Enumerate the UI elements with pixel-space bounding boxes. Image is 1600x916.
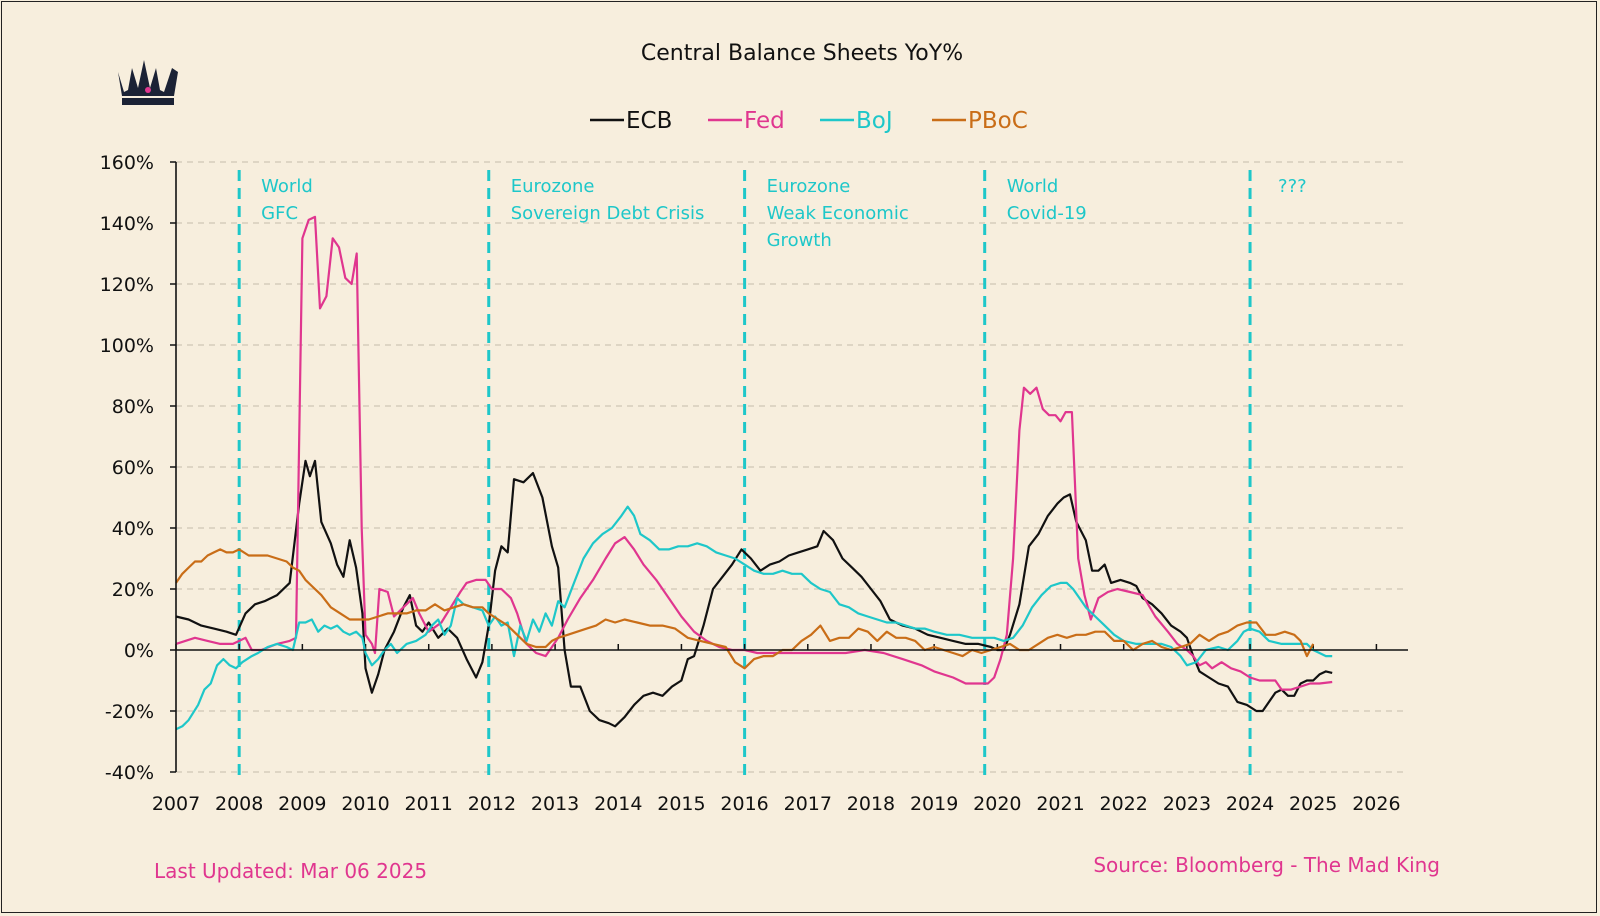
x-tick-label: 2019 — [910, 793, 958, 815]
legend: ECB Fed BoJ PBoC — [590, 108, 1028, 134]
event-marker-label: Sovereign Debt Crisis — [511, 203, 705, 224]
grid-lines — [176, 161, 1408, 773]
y-tick-label: 80% — [112, 396, 154, 418]
legend-label: PBoC — [968, 108, 1028, 134]
event-marker-label: Weak Economic — [767, 203, 909, 224]
chart-title: Central Balance Sheets YoY% — [641, 41, 963, 66]
y-tick-label: 120% — [100, 274, 154, 296]
x-tick-label: 2023 — [1163, 793, 1211, 815]
event-marker-label: Eurozone — [767, 176, 851, 197]
x-tick-label: 2012 — [468, 793, 516, 815]
event-marker-label: Growth — [767, 230, 832, 251]
legend-label: Fed — [744, 108, 785, 134]
event-marker-label: ??? — [1278, 176, 1307, 197]
y-tick-label: -20% — [105, 701, 154, 723]
x-tick-label: 2021 — [1036, 793, 1084, 815]
series-lines — [175, 215, 1333, 731]
y-tick-label: 20% — [112, 579, 154, 601]
event-marker-label: Eurozone — [511, 176, 595, 197]
source-label: Source: Bloomberg - The Mad King — [1093, 853, 1440, 877]
legend-label: ECB — [626, 108, 672, 134]
event-markers: World GFC Eurozone Sovereign Debt Crisis Eur… — [237, 170, 1307, 777]
x-tick-label: 2025 — [1289, 793, 1337, 815]
x-tick-label: 2024 — [1226, 793, 1274, 815]
x-tick-label: 2008 — [215, 793, 263, 815]
x-tick-label: 2017 — [784, 793, 832, 815]
x-tick-label: 2016 — [720, 793, 768, 815]
y-axis-ticks: -40% -20% 0% 20% 40% 60% 80% 100% 120% 140% 160% — [100, 152, 176, 784]
axes — [175, 162, 1408, 772]
x-tick-label: 2022 — [1100, 793, 1148, 815]
y-tick-label: 100% — [100, 335, 154, 357]
y-tick-label: 40% — [112, 518, 154, 540]
x-tick-label: 2018 — [847, 793, 895, 815]
x-tick-label: 2011 — [405, 793, 453, 815]
y-tick-label: 140% — [100, 213, 154, 235]
x-tick-label: 2014 — [594, 793, 642, 815]
crown-icon — [118, 60, 178, 105]
x-axis-ticks: 2007 2008 2009 2010 2011 2012 2013 2014 2015 2016… — [152, 644, 1401, 815]
x-tick-label: 2026 — [1352, 793, 1400, 815]
x-tick-label: 2007 — [152, 793, 200, 815]
y-tick-label: 0% — [124, 640, 154, 662]
x-tick-label: 2013 — [531, 793, 579, 815]
y-tick-label: 60% — [112, 457, 154, 479]
event-marker-label: World — [1007, 176, 1059, 197]
last-updated-label: Last Updated: Mar 06 2025 — [154, 859, 427, 883]
y-tick-label: -40% — [105, 762, 154, 784]
event-marker-label: GFC — [261, 203, 298, 224]
x-tick-label: 2020 — [973, 793, 1021, 815]
series-line-pboc — [175, 548, 1315, 670]
legend-label: BoJ — [856, 108, 893, 134]
y-tick-label: 160% — [100, 152, 154, 174]
x-tick-label: 2009 — [278, 793, 326, 815]
series-line-ecb — [175, 459, 1333, 728]
event-marker-label: World — [261, 176, 313, 197]
series-line-boj — [175, 505, 1333, 731]
x-tick-label: 2015 — [657, 793, 705, 815]
event-marker-label: Covid-19 — [1007, 203, 1087, 224]
x-tick-label: 2010 — [341, 793, 389, 815]
